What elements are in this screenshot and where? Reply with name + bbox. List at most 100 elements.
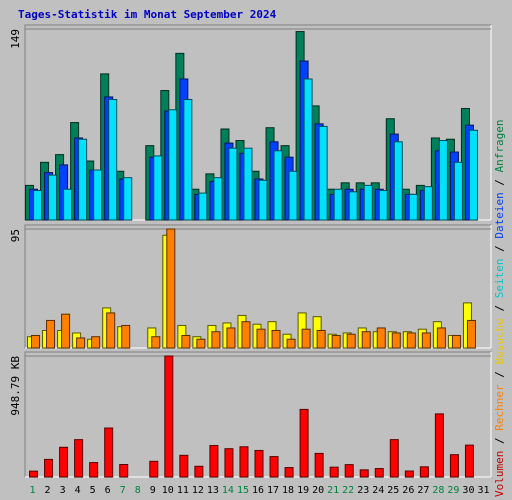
bar-seiten-day-11 [183,99,193,221]
x-tick-label-11: 11 [177,485,189,496]
bar-seiten-day-24 [378,190,388,221]
bar-volumen-day-23 [359,469,369,478]
legend-separator: / [493,365,506,385]
bar-volumen-day-2 [44,458,54,478]
bar-volumen-day-9 [149,460,159,478]
x-tick-label-8: 8 [135,485,141,496]
bar-seiten-day-13 [213,177,223,221]
bar-rechner-day-24 [376,327,386,349]
legend-separator: / [493,239,506,259]
bar-volumen-day-7 [119,464,129,478]
bar-seiten-day-19 [303,78,313,221]
panel-bottom: 948.79 KB [9,351,492,478]
y-tick-label-bottom: 948.79 KB [9,356,22,416]
y-tick-label-top: 149 [9,29,22,49]
x-tick-label-29: 29 [447,485,459,496]
bar-volumen-day-27 [419,466,429,478]
x-tick-label-27: 27 [417,485,429,496]
bar-volumen-day-3 [59,446,69,478]
x-tick-label-3: 3 [60,485,66,496]
bar-volumen-day-30 [464,444,474,478]
bar-rechner-day-20 [316,329,326,349]
x-tick-label-9: 9 [150,485,156,496]
bar-volumen-day-18 [284,467,294,478]
y-tick-label-middle: 95 [9,229,22,242]
bar-rechner-day-9 [151,336,161,349]
bar-seiten-day-1 [33,190,43,221]
bar-volumen-day-1 [29,470,39,478]
bar-rechner-day-3 [61,313,71,349]
bar-rechner-day-15 [241,321,251,349]
bar-volumen-day-14 [224,448,234,478]
bar-volumen-day-11 [179,454,189,478]
bar-rechner-day-23 [361,331,371,349]
bar-volumen-day-22 [344,464,354,478]
x-tick-label-5: 5 [90,485,96,496]
bar-seiten-day-28 [438,140,448,221]
legend-item-besuche: Besuche [493,318,506,364]
bar-seiten-day-5 [93,169,103,221]
bar-volumen-day-26 [404,470,414,478]
bar-volumen-day-6 [104,427,114,478]
bar-seiten-day-9 [153,155,163,221]
bar-volumen-day-19 [299,408,309,478]
bar-seiten-day-15 [243,147,253,221]
bar-rechner-day-4 [76,337,86,349]
x-tick-label-28: 28 [432,485,444,496]
bar-seiten-day-16 [258,179,268,221]
bar-rechner-day-13 [211,331,221,349]
bar-volumen-day-17 [269,456,279,478]
bar-seiten-day-17 [273,150,283,221]
bar-rechner-day-30 [466,319,476,349]
bar-rechner-day-26 [406,332,416,349]
x-tick-label-19: 19 [297,485,309,496]
bar-rechner-day-28 [436,327,446,349]
x-tick-label-30: 30 [462,485,474,496]
bar-rechner-day-18 [286,338,296,349]
bar-seiten-day-6 [108,99,118,221]
bar-rechner-day-12 [196,338,206,349]
chart-panels: 149 95 948.79 KB [9,24,492,478]
bar-seiten-day-18 [288,170,298,221]
x-tick-label-26: 26 [402,485,414,496]
bar-rechner-day-1 [31,334,41,349]
bar-seiten-day-7 [123,177,133,221]
bar-rechner-day-17 [271,329,281,349]
bar-rechner-day-29 [451,334,461,349]
bar-seiten-day-2 [48,174,58,221]
bar-volumen-day-28 [434,413,444,478]
panel-top: 149 [9,24,492,221]
x-axis-ticks: 1 2 3 4 5 6 7 8 9 10 11 12 13 14 15 16 17 18 19 20 21 22 23 24 2… [30,485,490,496]
x-tick-label-2: 2 [45,485,51,496]
x-tick-label-12: 12 [192,485,204,496]
bar-volumen-day-13 [209,444,219,478]
panel-middle: 95 [9,224,492,349]
legend-item-anfragen: Anfragen [493,119,506,172]
bar-seiten-day-14 [228,147,238,221]
bar-rechner-day-21 [331,334,341,349]
bar-volumen-day-29 [449,454,459,478]
bar-rechner-day-22 [346,333,356,349]
bar-seiten-day-22 [348,191,358,221]
bar-rechner-day-27 [421,332,431,349]
x-tick-label-10: 10 [162,485,174,496]
legend-item-dateien: Dateien [493,192,506,238]
x-tick-label-16: 16 [252,485,264,496]
x-tick-label-14: 14 [222,485,234,496]
x-tick-label-22: 22 [342,485,354,496]
x-tick-label-4: 4 [75,485,81,496]
bar-seiten-day-20 [318,125,328,221]
bar-volumen-day-5 [89,462,99,478]
bar-seiten-day-4 [78,138,88,221]
legend-separator: / [493,431,506,451]
legend-item-rechner: Rechner [493,384,506,431]
bar-seiten-day-25 [393,141,403,221]
x-tick-label-17: 17 [267,485,279,496]
legend-text: Volumen / Rechner / Besuche / Seiten / D… [493,119,506,497]
bar-rechner-day-6 [106,312,116,349]
x-tick-label-31: 31 [477,485,489,496]
bar-rechner-day-5 [91,336,101,349]
bar-volumen-day-24 [374,468,384,478]
bar-volumen-day-16 [254,449,264,478]
